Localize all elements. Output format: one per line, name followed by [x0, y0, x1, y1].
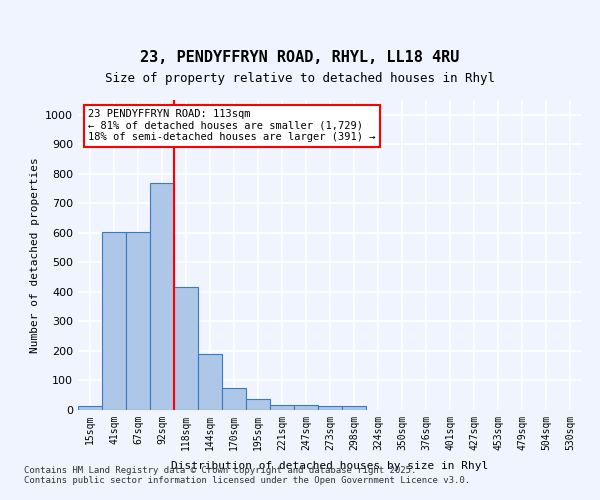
Y-axis label: Number of detached properties: Number of detached properties — [29, 157, 40, 353]
Text: 23, PENDYFFRYN ROAD, RHYL, LL18 4RU: 23, PENDYFFRYN ROAD, RHYL, LL18 4RU — [140, 50, 460, 65]
Bar — [270, 404, 294, 410]
Bar — [102, 232, 126, 410]
Text: 23 PENDYFFRYN ROAD: 113sqm
← 81% of detached houses are smaller (1,729)
18% of s: 23 PENDYFFRYN ROAD: 113sqm ← 81% of deta… — [88, 110, 376, 142]
Bar — [198, 354, 222, 410]
Bar — [294, 406, 318, 410]
Bar — [174, 288, 198, 410]
Bar — [78, 406, 102, 410]
Text: Size of property relative to detached houses in Rhyl: Size of property relative to detached ho… — [105, 72, 495, 85]
X-axis label: Distribution of detached houses by size in Rhyl: Distribution of detached houses by size … — [172, 461, 488, 471]
Bar — [126, 232, 150, 410]
Bar — [318, 406, 342, 410]
Bar — [150, 182, 174, 410]
Bar — [222, 388, 246, 410]
Bar — [342, 406, 366, 410]
Text: Contains HM Land Registry data © Crown copyright and database right 2025.
Contai: Contains HM Land Registry data © Crown c… — [24, 466, 470, 485]
Bar — [246, 399, 270, 410]
